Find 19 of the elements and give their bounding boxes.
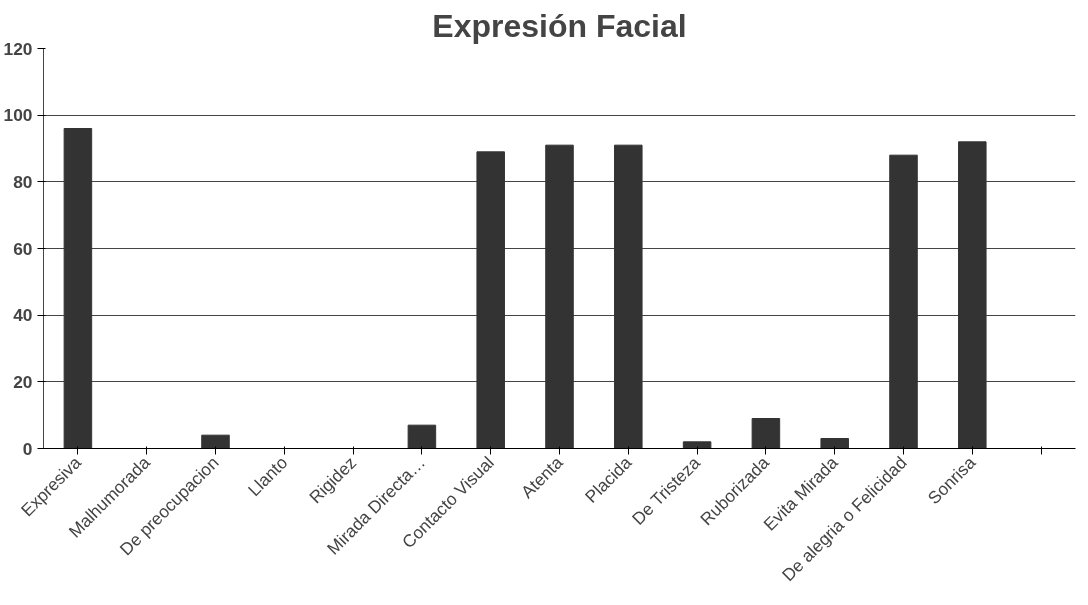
bar xyxy=(682,441,712,449)
y-tick-label: 120 xyxy=(3,38,33,59)
y-tick-label: 100 xyxy=(3,105,33,126)
y-tick-label: 20 xyxy=(13,371,33,392)
y-tick-label: 80 xyxy=(13,171,33,192)
bar xyxy=(63,128,93,449)
bar xyxy=(820,438,849,449)
y-tick-label: 40 xyxy=(13,305,33,326)
bar xyxy=(751,418,781,449)
y-tick-label: 0 xyxy=(22,438,33,459)
chart-title: Expresión Facial xyxy=(432,7,687,44)
bar xyxy=(958,141,987,449)
bar xyxy=(614,144,643,449)
y-tick-label: 60 xyxy=(13,238,33,259)
bar xyxy=(889,154,918,449)
bar xyxy=(201,434,230,449)
bar xyxy=(545,144,574,449)
bar xyxy=(476,151,505,449)
bar xyxy=(407,424,437,449)
